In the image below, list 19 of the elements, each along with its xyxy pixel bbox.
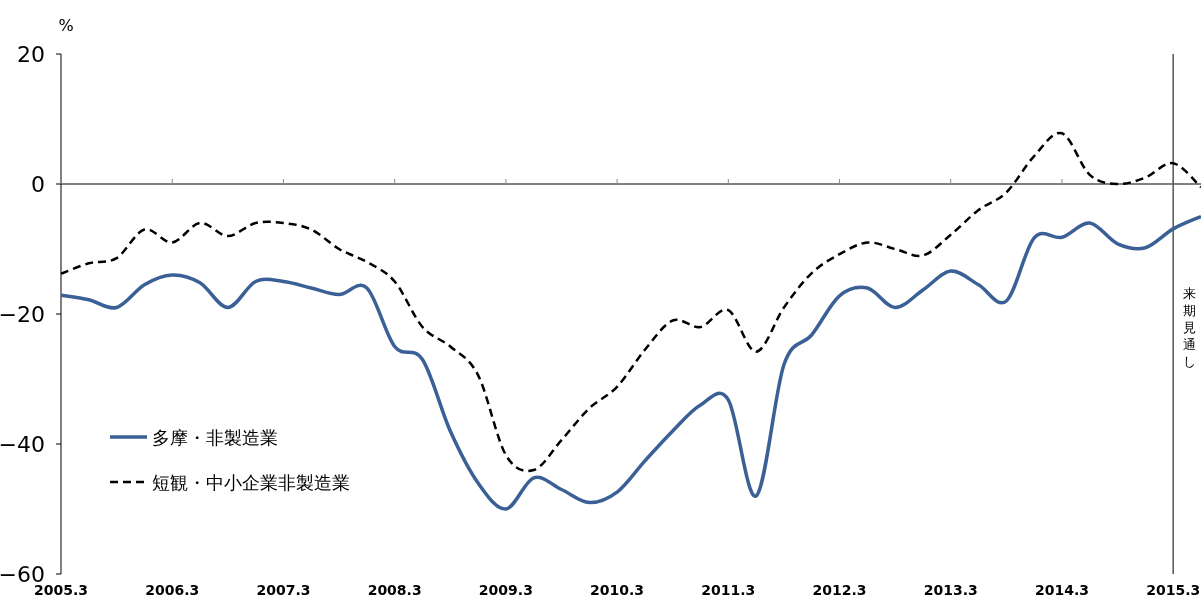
x-tick-label: 2011.3 [701, 582, 756, 598]
legend-label: 短観・中小企業非製造業 [152, 472, 350, 493]
ref-line-label: 来期見通し [1182, 286, 1196, 369]
y-axis-title: % [58, 16, 74, 35]
y-tick-label: 0 [31, 172, 45, 197]
x-tick-label: 2007.3 [256, 582, 311, 598]
legend-label: 多摩・非製造業 [152, 427, 278, 448]
x-tick-label: 2005.3 [33, 582, 89, 598]
x-tick-label: 2008.3 [367, 582, 422, 598]
x-tick-label: 2006.3 [145, 582, 200, 598]
x-tick-label: 2014.3 [1034, 582, 1089, 598]
x-tick-label: 2012.3 [812, 582, 867, 598]
y-tick-label: 20 [17, 42, 45, 67]
y-tick-label: −40 [0, 432, 45, 457]
x-tick-label: 2010.3 [590, 582, 645, 598]
x-tick-label: 2015.3 [1146, 582, 1201, 598]
y-tick-label: −20 [0, 302, 45, 327]
x-tick-label: 2009.3 [478, 582, 533, 598]
x-tick-label: 2013.3 [923, 582, 978, 598]
